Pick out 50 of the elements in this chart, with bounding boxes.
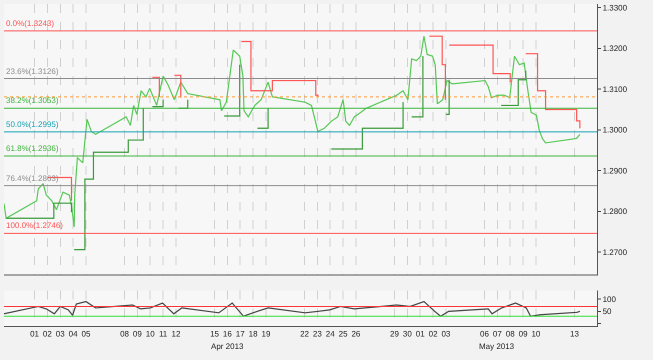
x-tick-label: 08 xyxy=(506,330,516,339)
x-tick-label: 18 xyxy=(248,330,258,339)
ref-line-label: 61.8%(1.2936) xyxy=(6,144,59,153)
ref-line-label: 0.0%(1.3243) xyxy=(6,19,54,28)
x-tick-label: 30 xyxy=(402,330,412,339)
x-tick-label: 08 xyxy=(120,330,130,339)
y-tick-label: 1.2800 xyxy=(602,207,628,216)
x-tick-label: 09 xyxy=(518,330,528,339)
y-tick-label: 100 xyxy=(602,294,616,304)
x-tick-label: 02 xyxy=(42,330,52,339)
y-tick-label: 1.3200 xyxy=(602,44,628,54)
ref-line-label: 38.2%(1.3053) xyxy=(6,96,59,105)
x-tick-label: 22 xyxy=(300,330,310,339)
x-tick-label: 19 xyxy=(261,330,271,339)
ref-line-label: 76.4%(1.2863) xyxy=(6,174,59,183)
x-tick-label: 03 xyxy=(56,330,66,339)
x-tick-label: 10 xyxy=(146,330,156,339)
y-tick-label: 1.3000 xyxy=(602,126,628,135)
x-tick-label: 10 xyxy=(531,330,541,339)
x-tick-label: 09 xyxy=(132,330,142,339)
x-tick-label: 07 xyxy=(492,330,502,339)
x-tick-label: 13 xyxy=(570,330,580,339)
ref-line-label: 23.6%(1.3126) xyxy=(6,67,59,76)
ref-line-label: 100.0%(1.2746) xyxy=(6,221,64,230)
x-tick-label: 15 xyxy=(210,330,220,339)
text: Apr 2013 xyxy=(211,342,244,351)
x-tick-label: 25 xyxy=(338,330,348,339)
y-tick-label: 1.2900 xyxy=(602,166,628,176)
y-tick-label: 50 xyxy=(602,307,612,316)
x-tick-label: 04 xyxy=(68,330,78,339)
x-tick-label: 12 xyxy=(171,330,181,339)
x-tick-label: 24 xyxy=(326,330,336,339)
y-tick-label: 1.2700 xyxy=(602,248,628,257)
x-tick-label: 01 xyxy=(30,330,40,339)
text: May 2013 xyxy=(479,342,515,351)
x-tick-label: 03 xyxy=(441,330,451,339)
line-series xyxy=(4,300,580,317)
x-tick-label: 11 xyxy=(158,330,168,339)
x-tick-label: 23 xyxy=(312,330,322,339)
y-tick-label: 1.3100 xyxy=(602,84,628,94)
x-tick-label: 05 xyxy=(82,330,91,339)
x-tick-label: 01 xyxy=(416,330,426,339)
x-tick-label: 16 xyxy=(222,330,232,339)
x-tick-label: 26 xyxy=(351,330,361,339)
x-tick-label: 17 xyxy=(236,330,246,339)
x-tick-label: 02 xyxy=(428,330,438,339)
x-tick-label: 29 xyxy=(390,330,400,339)
y-tick-label: 1.3300 xyxy=(602,3,628,12)
ref-line-label: 50.0%(1.2995) xyxy=(6,120,59,129)
x-tick-label: 06 xyxy=(480,330,490,339)
